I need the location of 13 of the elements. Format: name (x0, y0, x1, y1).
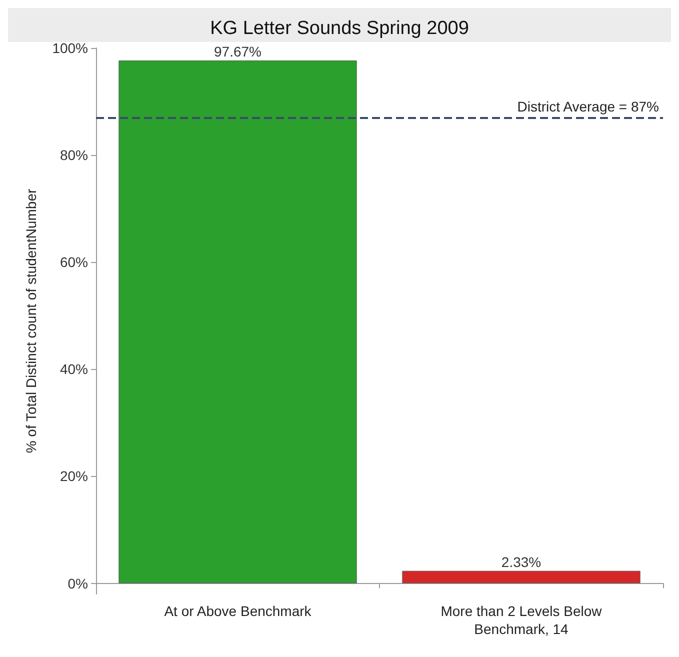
data-label: 97.67% (214, 43, 262, 60)
y-tick-label: 20% (60, 468, 88, 484)
y-tick-label: 100% (52, 40, 88, 56)
y-tick-label: 60% (60, 254, 88, 270)
x-tick-label: At or Above Benchmark (164, 603, 312, 619)
chart-title: KG Letter Sounds Spring 2009 (210, 18, 469, 39)
x-tick-label: More than 2 Levels Below Benchmark, 14 (440, 603, 603, 637)
y-tick-label: 80% (60, 147, 88, 164)
y-tick-label: 40% (60, 361, 88, 378)
data-label: 2.33% (501, 554, 542, 570)
ref-line-label: District Average = 87% (517, 98, 659, 115)
y-axis-title: % of Total Distinct count of studentNumber (23, 188, 39, 454)
y-tick-label: 0% (68, 575, 88, 592)
